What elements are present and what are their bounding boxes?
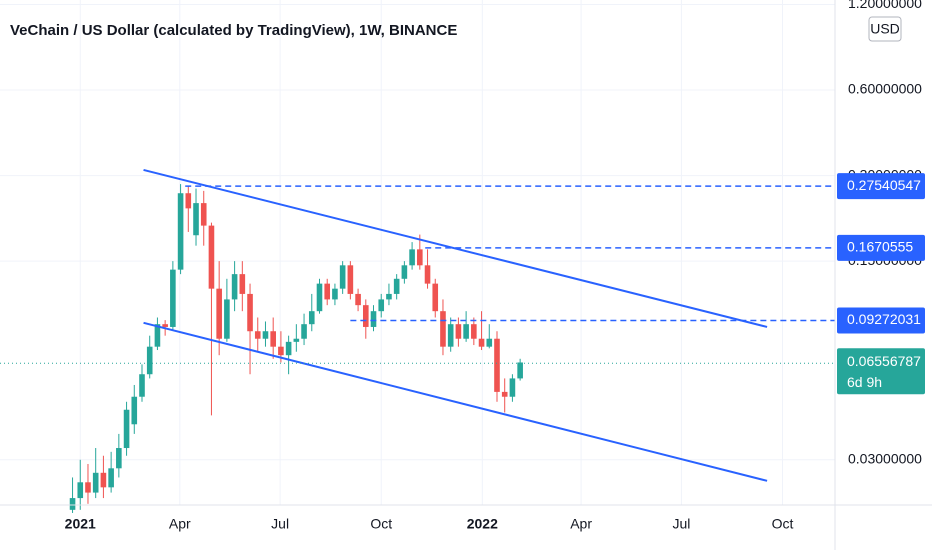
candle-body xyxy=(424,265,431,284)
y-tick-label: 0.60000000 xyxy=(848,81,922,97)
candle-body xyxy=(478,338,485,347)
candle-body xyxy=(224,299,230,339)
candle-body xyxy=(170,269,176,327)
level-label: 0.09272031 xyxy=(847,311,921,327)
y-tick-label: 0.03000000 xyxy=(848,450,922,466)
candle-body xyxy=(417,249,423,266)
candle-body xyxy=(393,278,400,294)
candle-body xyxy=(146,346,153,375)
last-price-label: 0.06556787 xyxy=(847,353,921,369)
candle-body xyxy=(278,346,284,356)
candle-body xyxy=(509,378,516,397)
x-tick-label: Oct xyxy=(772,516,794,532)
candle-body xyxy=(501,391,508,397)
candle-body xyxy=(92,472,99,493)
candle-body xyxy=(308,311,315,325)
level-tag xyxy=(837,173,925,200)
candle-body xyxy=(386,293,392,300)
candle-body xyxy=(139,374,145,397)
candle-body xyxy=(316,283,323,312)
candle-body xyxy=(231,274,238,300)
candle-body xyxy=(517,362,523,379)
candle-body xyxy=(463,324,469,339)
x-tick-label: 2022 xyxy=(467,516,498,532)
candle-body xyxy=(162,324,168,327)
candle-body xyxy=(370,311,377,327)
candle-body xyxy=(432,283,439,312)
candle-body xyxy=(254,331,261,339)
candle-body xyxy=(131,396,138,425)
candle-body xyxy=(200,203,207,226)
candle-body xyxy=(362,305,369,327)
candle-body xyxy=(440,311,446,347)
candle-body xyxy=(154,324,161,347)
candle-body xyxy=(270,331,276,347)
candle-body xyxy=(301,324,307,339)
candle-body xyxy=(123,409,130,449)
candle-body xyxy=(355,293,361,306)
candle-body xyxy=(486,338,493,347)
candle-body xyxy=(108,468,114,488)
currency-box[interactable] xyxy=(868,16,902,42)
candle-body xyxy=(247,293,253,332)
candle-body xyxy=(347,265,354,294)
y-tick-label: 1.20000000 xyxy=(848,0,922,11)
candle-body xyxy=(324,283,331,300)
level-label: 0.1670555 xyxy=(847,239,913,255)
last-price-tag xyxy=(837,348,925,395)
level-tag xyxy=(837,307,925,334)
candle-body xyxy=(208,225,215,289)
candle-body xyxy=(494,338,500,392)
x-tick-label: Oct xyxy=(370,516,392,532)
candle-body xyxy=(262,331,269,339)
candle-body xyxy=(401,265,408,279)
trendline xyxy=(143,321,768,482)
candle-body xyxy=(193,203,199,236)
candle-body xyxy=(378,299,385,312)
countdown: 6d 9h xyxy=(847,374,882,390)
candle-body xyxy=(85,482,91,493)
candle-body xyxy=(455,324,462,339)
x-tick-label: Jul xyxy=(271,516,289,532)
candle-body xyxy=(339,265,346,289)
x-tick-label: Apr xyxy=(169,516,191,532)
level-tag xyxy=(837,234,925,261)
candle-body xyxy=(239,274,246,294)
level-label: 0.27540547 xyxy=(847,177,921,193)
currency[interactable]: USD xyxy=(870,21,900,37)
candle-body xyxy=(177,193,184,270)
candle-body xyxy=(447,324,454,347)
x-tick-label: 2021 xyxy=(65,516,96,532)
candle-body xyxy=(185,193,192,209)
chart-title: VeChain / US Dollar (calculated by Tradi… xyxy=(10,22,457,39)
x-tick-label: Jul xyxy=(672,516,690,532)
candle-body xyxy=(116,448,122,469)
candle-body xyxy=(409,249,415,266)
candle-body xyxy=(285,341,292,356)
candle-body xyxy=(471,324,477,339)
candle-body xyxy=(77,482,84,499)
x-tick-label: Apr xyxy=(570,516,592,532)
candle-body xyxy=(216,288,222,339)
candle-body xyxy=(100,472,107,488)
candle-body xyxy=(293,338,300,342)
candle-body xyxy=(69,498,76,510)
candle-body xyxy=(332,288,338,300)
